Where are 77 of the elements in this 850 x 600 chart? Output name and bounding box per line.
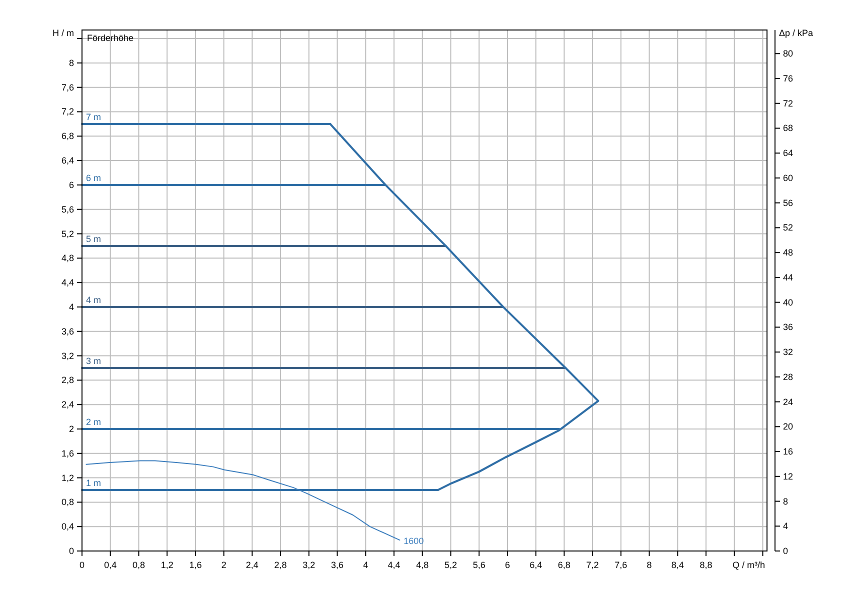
x-tick-label: 7,2 bbox=[586, 560, 599, 570]
y2-tick-label: 12 bbox=[783, 471, 794, 482]
y-tick-label: 4 bbox=[68, 302, 74, 312]
series-label: 7 m bbox=[86, 112, 102, 122]
y2-tick-label: 60 bbox=[783, 172, 794, 183]
y2-tick-label: 4 bbox=[783, 521, 788, 532]
x-tick-label: 0,8 bbox=[132, 560, 145, 570]
y2-tick-label: 56 bbox=[783, 198, 794, 208]
y2-tick-label: 16 bbox=[783, 446, 794, 457]
y2-tick-label: 0 bbox=[783, 546, 788, 556]
y-tick-label: 0,4 bbox=[61, 522, 74, 532]
y2-tick-label: 72 bbox=[783, 98, 794, 108]
y2-tick-label: 48 bbox=[783, 248, 794, 258]
x-tick-label: 5,2 bbox=[444, 560, 457, 570]
y-tick-label: 2,4 bbox=[61, 400, 74, 410]
x-tick-label: 4,4 bbox=[388, 560, 400, 570]
y2-tick-label: 68 bbox=[783, 123, 794, 134]
x-tick-label: 3,2 bbox=[302, 560, 316, 570]
series-label: 1600 bbox=[404, 536, 424, 546]
series-label: 4 m bbox=[86, 294, 102, 305]
x-tick-label: 1,6 bbox=[189, 560, 202, 570]
y-tick-label: 6 bbox=[68, 180, 74, 190]
y-tick-label: 5,6 bbox=[61, 204, 74, 214]
x-tick-label: 3,6 bbox=[331, 560, 344, 570]
x-tick-label: 2 bbox=[221, 560, 226, 570]
y-tick-label: 1,2 bbox=[61, 472, 74, 483]
x-tick-label: 6,4 bbox=[530, 560, 542, 570]
x-tick-label: 8 bbox=[646, 560, 652, 570]
y2-tick-label: 24 bbox=[783, 396, 794, 407]
y2-tick-label: 36 bbox=[783, 322, 794, 332]
x-tick-label: 1,2 bbox=[160, 560, 174, 570]
x-tick-label: 4,8 bbox=[416, 560, 429, 570]
x-tick-label: 8,4 bbox=[671, 560, 684, 570]
y2-tick-label: 32 bbox=[783, 347, 794, 358]
y2-tick-label: 20 bbox=[783, 422, 794, 432]
x-tick-label: 2,8 bbox=[274, 560, 287, 570]
y-tick-label: 1,6 bbox=[61, 448, 74, 458]
y-tick-label: 7,6 bbox=[61, 82, 74, 92]
series-label: 3 m bbox=[86, 356, 102, 366]
y-tick-label: 4,8 bbox=[61, 253, 74, 264]
y-tick-label: 2,8 bbox=[61, 375, 74, 386]
y2-tick-label: 80 bbox=[783, 48, 794, 59]
x-tick-label: 7,6 bbox=[614, 560, 628, 570]
y2-tick-label: 64 bbox=[783, 148, 794, 158]
y-tick-label: 2 bbox=[68, 424, 74, 434]
y2-axis-title: Δp / kPa bbox=[779, 28, 814, 38]
x-tick-label: 2,4 bbox=[246, 560, 258, 570]
x-tick-label: 6,8 bbox=[558, 560, 570, 570]
y-tick-label: 6,8 bbox=[61, 131, 74, 142]
x-tick-label: 0 bbox=[79, 560, 85, 570]
y-tick-label: 7,2 bbox=[61, 106, 74, 117]
y-tick-label: 6,4 bbox=[61, 156, 74, 166]
y2-tick-label: 76 bbox=[783, 73, 794, 84]
y-tick-label: 4,4 bbox=[61, 278, 74, 288]
y2-tick-label: 8 bbox=[783, 496, 788, 506]
y-tick-label: 0,8 bbox=[61, 497, 74, 508]
y2-tick-label: 40 bbox=[783, 297, 794, 308]
y-tick-label: 0 bbox=[68, 546, 74, 556]
y-tick-label: 3,2 bbox=[61, 350, 74, 361]
y-tick-label: 8 bbox=[68, 58, 74, 68]
chart-title: Förderhöhe bbox=[87, 33, 134, 43]
x-tick-label: 6 bbox=[504, 560, 510, 570]
series-label: 1 m bbox=[86, 478, 102, 488]
y2-tick-label: 52 bbox=[783, 222, 794, 233]
y-tick-label: 5,2 bbox=[61, 228, 74, 239]
series-label: 6 m bbox=[86, 172, 102, 183]
x-tick-label: 5,6 bbox=[472, 560, 486, 570]
y-axis-title: H / m bbox=[52, 28, 74, 38]
x-tick-label: 8,8 bbox=[700, 560, 712, 570]
series-label: 5 m bbox=[86, 234, 102, 244]
y-tick-label: 3,6 bbox=[61, 326, 74, 336]
y2-tick-label: 28 bbox=[783, 372, 794, 382]
x-tick-label: 4 bbox=[363, 560, 368, 570]
x-axis-title: Q / m³/h bbox=[732, 560, 765, 570]
y2-tick-label: 44 bbox=[783, 272, 794, 282]
series-label: 2 m bbox=[86, 416, 102, 427]
x-tick-label: 0,4 bbox=[104, 560, 117, 570]
